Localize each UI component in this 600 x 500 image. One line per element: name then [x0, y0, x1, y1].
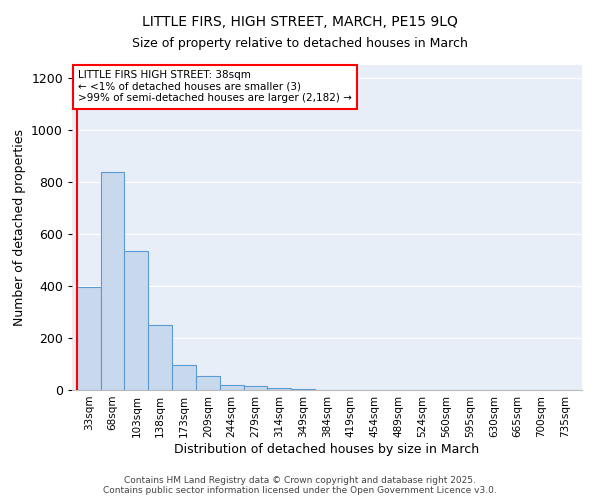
Bar: [244, 386, 268, 390]
Bar: [148, 325, 172, 390]
Y-axis label: Number of detached properties: Number of detached properties: [13, 129, 26, 326]
Bar: [268, 388, 291, 390]
Bar: [291, 388, 315, 390]
Text: Size of property relative to detached houses in March: Size of property relative to detached ho…: [132, 38, 468, 51]
Bar: [101, 172, 124, 390]
Text: LITTLE FIRS, HIGH STREET, MARCH, PE15 9LQ: LITTLE FIRS, HIGH STREET, MARCH, PE15 9L…: [142, 15, 458, 29]
Bar: [196, 376, 220, 390]
Bar: [220, 385, 244, 390]
X-axis label: Distribution of detached houses by size in March: Distribution of detached houses by size …: [175, 442, 479, 456]
Bar: [124, 251, 148, 390]
Text: LITTLE FIRS HIGH STREET: 38sqm
← <1% of detached houses are smaller (3)
>99% of : LITTLE FIRS HIGH STREET: 38sqm ← <1% of …: [78, 70, 352, 103]
Text: Contains HM Land Registry data © Crown copyright and database right 2025.
Contai: Contains HM Land Registry data © Crown c…: [103, 476, 497, 495]
Bar: [77, 288, 101, 390]
Bar: [172, 364, 196, 390]
